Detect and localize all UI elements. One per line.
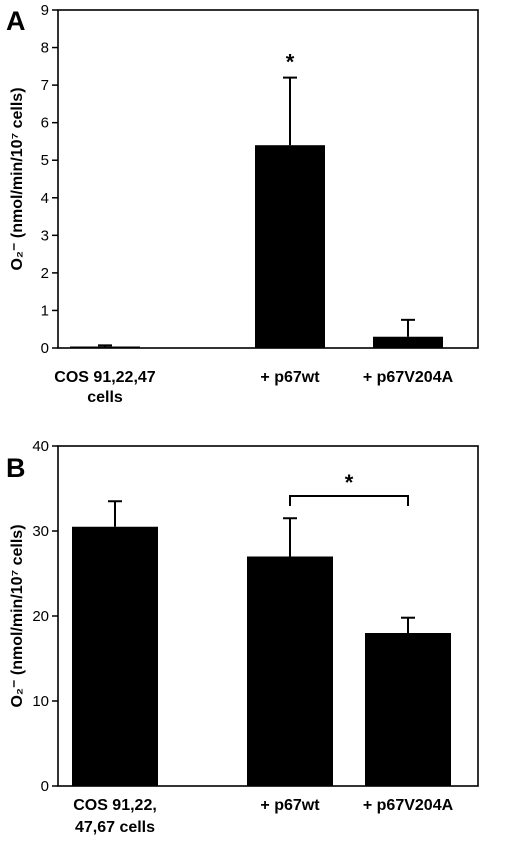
category-label: 47,67 cells xyxy=(75,819,155,836)
category-label: COS 91,22, xyxy=(73,797,157,814)
y-tick-label: 8 xyxy=(41,40,49,57)
chart-panel-a: A 0 1 2 3 4 5 6 7 8 9 O₂⁻ (nmol/min/10⁷ cells) COS 9… xyxy=(6,2,479,406)
chart-panel-b: B 0 10 20 30 40 O₂⁻ (nmol/min/10⁷ cells) COS 91… xyxy=(6,438,479,836)
panel-label: A xyxy=(6,6,26,36)
y-axis-label: O₂⁻ (nmol/min/10⁷ cells) xyxy=(9,524,26,707)
category-label: + p67wt xyxy=(260,369,320,386)
y-tick-label: 2 xyxy=(41,265,49,282)
category-label: COS 91,22,47 xyxy=(54,369,156,386)
y-tick-label: 3 xyxy=(41,227,49,244)
y-tick-label: 20 xyxy=(32,608,49,625)
category-label: + p67V204A xyxy=(363,797,454,814)
bar xyxy=(255,145,325,348)
bar xyxy=(373,336,443,348)
category-label: + p67wt xyxy=(260,797,320,814)
y-tick-label: 7 xyxy=(41,77,49,94)
y-tick-label: 0 xyxy=(41,340,49,357)
significance-star: * xyxy=(345,470,354,495)
y-tick-label: 4 xyxy=(41,190,49,207)
y-tick-label: 1 xyxy=(41,302,49,319)
bar xyxy=(247,556,333,786)
bar xyxy=(72,526,158,786)
significance-star: * xyxy=(286,50,295,75)
y-tick-label: 5 xyxy=(41,152,49,169)
y-tick-label: 10 xyxy=(32,693,49,710)
panel-label: B xyxy=(6,453,26,483)
bar xyxy=(70,346,140,348)
y-tick-label: 0 xyxy=(41,778,49,795)
y-tick-label: 40 xyxy=(32,438,49,455)
bar xyxy=(365,633,451,786)
significance-bracket xyxy=(289,495,409,506)
y-tick-label: 6 xyxy=(41,115,49,132)
category-label: cells xyxy=(87,389,123,406)
category-label: + p67V204A xyxy=(363,369,454,386)
y-tick-label: 30 xyxy=(32,523,49,540)
y-tick-label: 9 xyxy=(41,2,49,19)
y-axis-label: O₂⁻ (nmol/min/10⁷ cells) xyxy=(9,87,26,270)
